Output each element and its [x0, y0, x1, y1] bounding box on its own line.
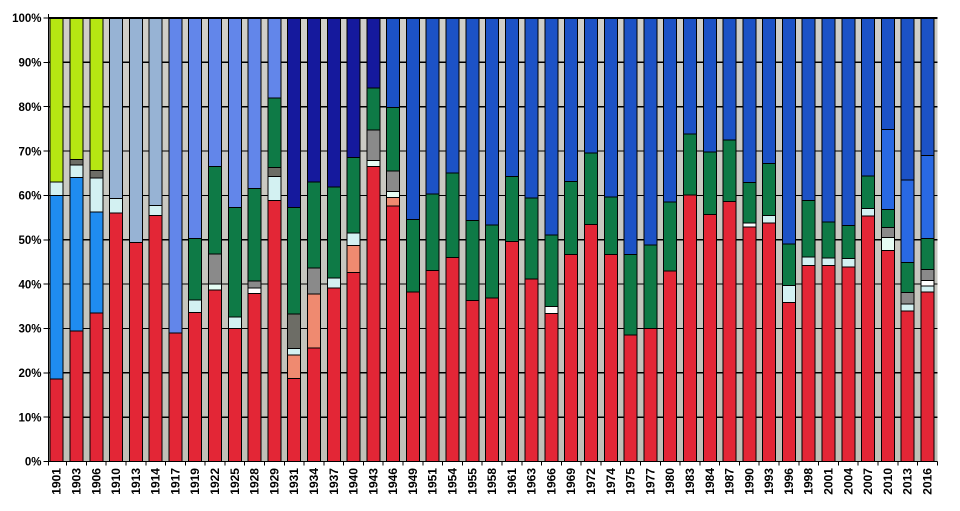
svg-text:50%: 50% [18, 235, 41, 247]
svg-text:1954: 1954 [446, 468, 460, 495]
svg-text:0%: 0% [25, 457, 42, 469]
svg-text:1966: 1966 [544, 468, 558, 495]
svg-text:1922: 1922 [208, 468, 222, 495]
svg-text:1903: 1903 [69, 468, 83, 495]
svg-text:1910: 1910 [109, 468, 123, 495]
svg-text:1980: 1980 [663, 468, 677, 495]
svg-text:20%: 20% [18, 368, 41, 380]
svg-text:1983: 1983 [683, 468, 697, 495]
svg-text:1958: 1958 [485, 468, 499, 495]
svg-text:1990: 1990 [742, 468, 756, 495]
svg-text:1946: 1946 [386, 468, 400, 495]
svg-text:1931: 1931 [287, 468, 301, 495]
svg-text:1934: 1934 [307, 468, 321, 495]
svg-text:1925: 1925 [228, 468, 242, 495]
svg-text:30%: 30% [18, 324, 41, 336]
svg-text:1955: 1955 [465, 468, 479, 495]
svg-text:1996: 1996 [782, 468, 796, 495]
svg-text:2007: 2007 [861, 468, 875, 495]
svg-text:1987: 1987 [723, 468, 737, 495]
svg-text:1972: 1972 [584, 468, 598, 495]
svg-text:2004: 2004 [841, 468, 855, 495]
svg-text:1943: 1943 [366, 468, 380, 495]
svg-text:1919: 1919 [188, 468, 202, 495]
svg-text:1949: 1949 [406, 468, 420, 495]
svg-text:1963: 1963 [525, 468, 539, 495]
svg-text:40%: 40% [18, 279, 41, 291]
svg-text:1940: 1940 [347, 468, 361, 495]
svg-text:1906: 1906 [89, 468, 103, 495]
svg-text:2016: 2016 [920, 468, 934, 495]
svg-text:2013: 2013 [901, 468, 915, 495]
svg-text:1993: 1993 [762, 468, 776, 495]
svg-text:1914: 1914 [149, 468, 163, 495]
svg-text:1984: 1984 [703, 468, 717, 495]
svg-text:10%: 10% [18, 412, 41, 424]
svg-text:100%: 100% [12, 13, 41, 25]
svg-text:1998: 1998 [802, 468, 816, 495]
svg-text:1969: 1969 [564, 468, 578, 495]
svg-text:90%: 90% [18, 58, 41, 70]
svg-text:1975: 1975 [624, 468, 638, 495]
svg-text:70%: 70% [18, 146, 41, 158]
svg-text:2001: 2001 [822, 468, 836, 495]
svg-text:60%: 60% [18, 191, 41, 203]
svg-text:1917: 1917 [168, 468, 182, 495]
svg-text:1977: 1977 [643, 468, 657, 495]
svg-text:1951: 1951 [426, 468, 440, 495]
svg-text:1937: 1937 [327, 468, 341, 495]
svg-text:1974: 1974 [604, 468, 618, 495]
svg-text:1928: 1928 [248, 468, 262, 495]
svg-text:2010: 2010 [881, 468, 895, 495]
svg-text:80%: 80% [18, 102, 41, 114]
svg-text:1929: 1929 [267, 468, 281, 495]
svg-text:1901: 1901 [50, 468, 64, 495]
svg-text:1913: 1913 [129, 468, 143, 495]
svg-text:1961: 1961 [505, 468, 519, 495]
